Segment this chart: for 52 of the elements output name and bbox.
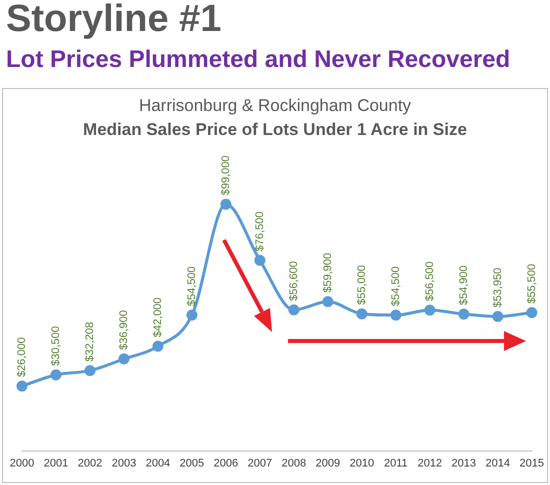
data-label: $26,000: [16, 337, 28, 378]
chart-subtitle: Lot Prices Plummeted and Never Recovered: [6, 46, 510, 74]
point: [424, 304, 436, 316]
point: [16, 380, 28, 392]
point: [390, 310, 402, 321]
x-tick-label: 2003: [112, 457, 136, 470]
data-label: $30,500: [50, 326, 62, 366]
x-tick-label: 2009: [316, 457, 340, 470]
data-label: $42,000: [152, 297, 164, 338]
x-tick-label: 2007: [248, 457, 272, 470]
x-tick-label: 2013: [452, 457, 476, 470]
point: [288, 304, 300, 316]
x-tick-label: 2006: [214, 457, 238, 470]
point: [492, 310, 504, 322]
data-label: $99,000: [220, 156, 232, 196]
point: [84, 365, 96, 376]
text: Harrisonburg & Rockingham County: [138, 96, 412, 116]
x-tick-label: 2005: [180, 457, 204, 470]
data-label: $56,500: [424, 261, 436, 302]
x-tick-label: 2011: [384, 457, 408, 470]
point: [50, 369, 62, 380]
data-label: $59,900: [322, 252, 334, 293]
data-label: $36,900: [118, 310, 130, 350]
x-tick-label: 2012: [418, 457, 442, 470]
point: [356, 308, 368, 320]
data-label: $54,900: [458, 265, 470, 306]
chart-title: Storyline #1: [6, 0, 222, 41]
x-tick-label: 2015: [520, 457, 544, 470]
x-tick-label: 2002: [78, 457, 102, 470]
data-label: $32,208: [84, 322, 96, 362]
data-label: $54,500: [186, 266, 198, 306]
point: [254, 254, 266, 266]
data-label: $55,500: [526, 264, 538, 304]
x-tick-label: 2008: [282, 457, 306, 470]
x-tick-label: 2014: [486, 457, 510, 470]
text: Median Sales Price of Lots Under 1 Acre in Size: [82, 120, 468, 140]
x-tick-label: 2000: [10, 457, 34, 470]
data-label: $54,500: [390, 266, 402, 306]
x-tick-label: 2004: [146, 457, 170, 470]
data-label: $53,950: [492, 268, 504, 308]
data-label: $56,600: [288, 261, 300, 301]
x-tick-label: 2010: [350, 457, 374, 470]
point: [458, 308, 470, 320]
data-label: $55,000: [356, 265, 368, 305]
point: [526, 307, 538, 318]
point: [322, 296, 334, 308]
point: [152, 340, 164, 352]
point: [186, 310, 198, 321]
x-tick-label: 2001: [44, 457, 68, 470]
data-label: $76,500: [254, 212, 266, 252]
point: [220, 198, 232, 210]
point: [118, 353, 130, 364]
